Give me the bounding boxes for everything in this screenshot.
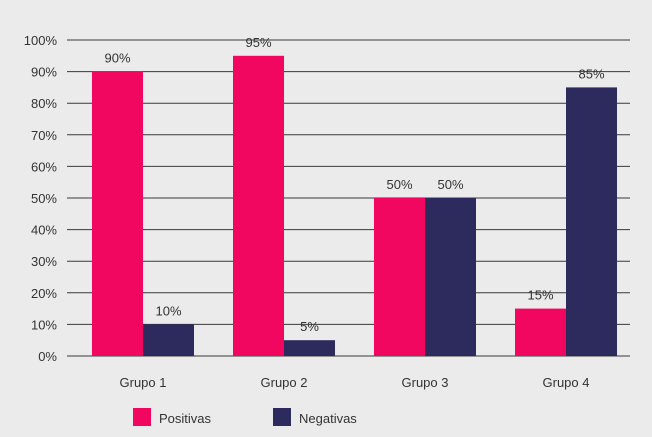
- data-label-positivas-4: 15%: [527, 288, 553, 303]
- category-label-4: Grupo 4: [543, 375, 590, 390]
- bars: [92, 55, 617, 357]
- bar-positivas-2: [233, 55, 284, 357]
- y-axis-tick-labels: 0% 10% 20% 30% 40% 50% 60% 70% 80% 90% 100%: [24, 33, 58, 364]
- data-label-positivas-1: 90%: [104, 51, 130, 66]
- y-tick-label-0: 0%: [38, 349, 57, 364]
- bar-positivas-4: [515, 308, 566, 356]
- data-label-negativas-3: 50%: [437, 177, 463, 192]
- bar-negativas-1: [143, 324, 194, 356]
- data-label-negativas-1: 10%: [155, 303, 181, 318]
- x-axis-category-labels: Grupo 1 Grupo 2 Grupo 3 Grupo 4: [120, 375, 590, 390]
- bar-negativas-2: [284, 340, 335, 356]
- data-labels: 90% 10% 95% 5% 50% 50% 15% 85%: [104, 35, 604, 334]
- legend-label-negativas: Negativas: [299, 411, 357, 426]
- category-label-2: Grupo 2: [261, 375, 308, 390]
- legend: Positivas Negativas: [133, 408, 357, 426]
- y-tick-label-80: 80%: [31, 96, 57, 111]
- bar-negativas-3: [425, 198, 476, 356]
- data-label-negativas-4: 85%: [578, 66, 604, 81]
- y-tick-label-40: 40%: [31, 223, 57, 238]
- data-label-negativas-2: 5%: [300, 319, 319, 334]
- data-label-positivas-2: 95%: [245, 35, 271, 50]
- bar-positivas-1: [92, 71, 143, 356]
- y-tick-label-60: 60%: [31, 159, 57, 174]
- y-tick-label-90: 90%: [31, 65, 57, 80]
- legend-swatch-positivas: [133, 408, 151, 426]
- legend-swatch-negativas: [273, 408, 291, 426]
- y-tick-label-30: 30%: [31, 254, 57, 269]
- y-tick-label-20: 20%: [31, 286, 57, 301]
- y-tick-label-100: 100%: [24, 33, 58, 48]
- bar-negativas-4: [566, 87, 617, 357]
- data-label-positivas-3: 50%: [386, 177, 412, 192]
- y-tick-label-10: 10%: [31, 317, 57, 332]
- y-tick-label-70: 70%: [31, 128, 57, 143]
- y-tick-label-50: 50%: [31, 191, 57, 206]
- category-label-1: Grupo 1: [120, 375, 167, 390]
- legend-label-positivas: Positivas: [159, 411, 212, 426]
- bar-positivas-3: [374, 198, 425, 356]
- category-label-3: Grupo 3: [402, 375, 449, 390]
